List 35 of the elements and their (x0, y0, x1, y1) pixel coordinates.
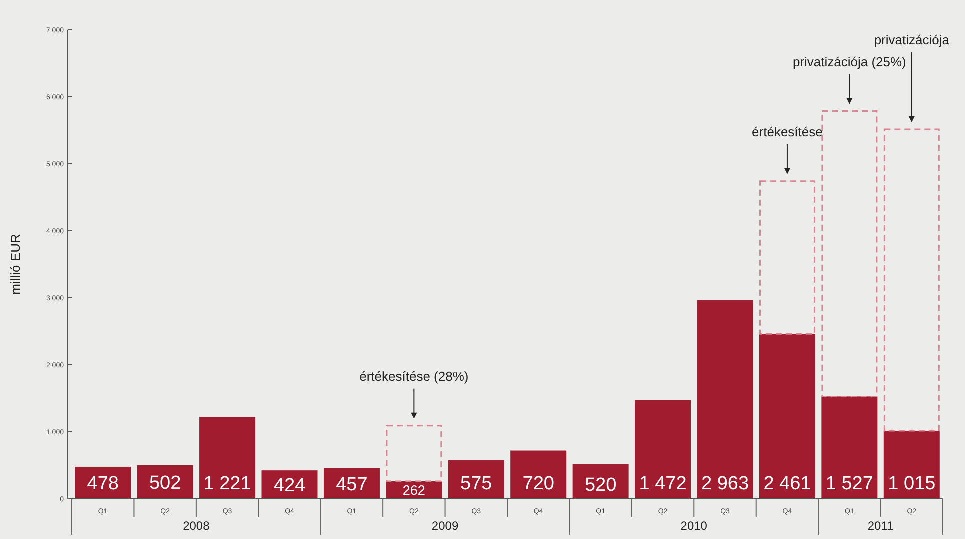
bar (386, 425, 442, 482)
bar (884, 128, 940, 432)
bar (697, 300, 754, 499)
bar (822, 110, 878, 398)
data-label: 424 (274, 475, 306, 496)
bar (448, 460, 504, 499)
y-axis-title: millió EUR (8, 234, 23, 295)
bar (759, 334, 816, 499)
data-label: 2 963 (701, 474, 750, 495)
data-label: 1 221 (204, 474, 252, 495)
bar (635, 400, 692, 499)
data-label: 262 (402, 482, 426, 498)
annotation: privatizációja (874, 32, 950, 48)
data-label: 502 (149, 472, 182, 494)
data-label: 720 (522, 474, 554, 495)
text: 2009 (432, 519, 459, 533)
data-label: 1 472 (639, 474, 687, 495)
annotation: privatizációja (25%) (792, 54, 906, 70)
bar (822, 396, 878, 499)
data-label: 1 015 (888, 474, 936, 495)
data-label: 457 (336, 474, 368, 496)
data-label: 1 527 (826, 474, 874, 495)
data-label: 2 461 (764, 474, 812, 495)
data-label: 575 (460, 474, 492, 495)
text: 2010 (680, 519, 708, 533)
annotation: értékesítése (28%) (360, 368, 469, 384)
data-label: 520 (584, 474, 617, 496)
annotation: értékesítése (752, 124, 823, 140)
bar (510, 450, 567, 499)
text: 2008 (183, 519, 210, 533)
bar (884, 430, 940, 499)
data-label: 478 (87, 474, 119, 495)
text: 2011 (868, 519, 894, 533)
bar (200, 417, 256, 499)
bar (759, 180, 816, 335)
